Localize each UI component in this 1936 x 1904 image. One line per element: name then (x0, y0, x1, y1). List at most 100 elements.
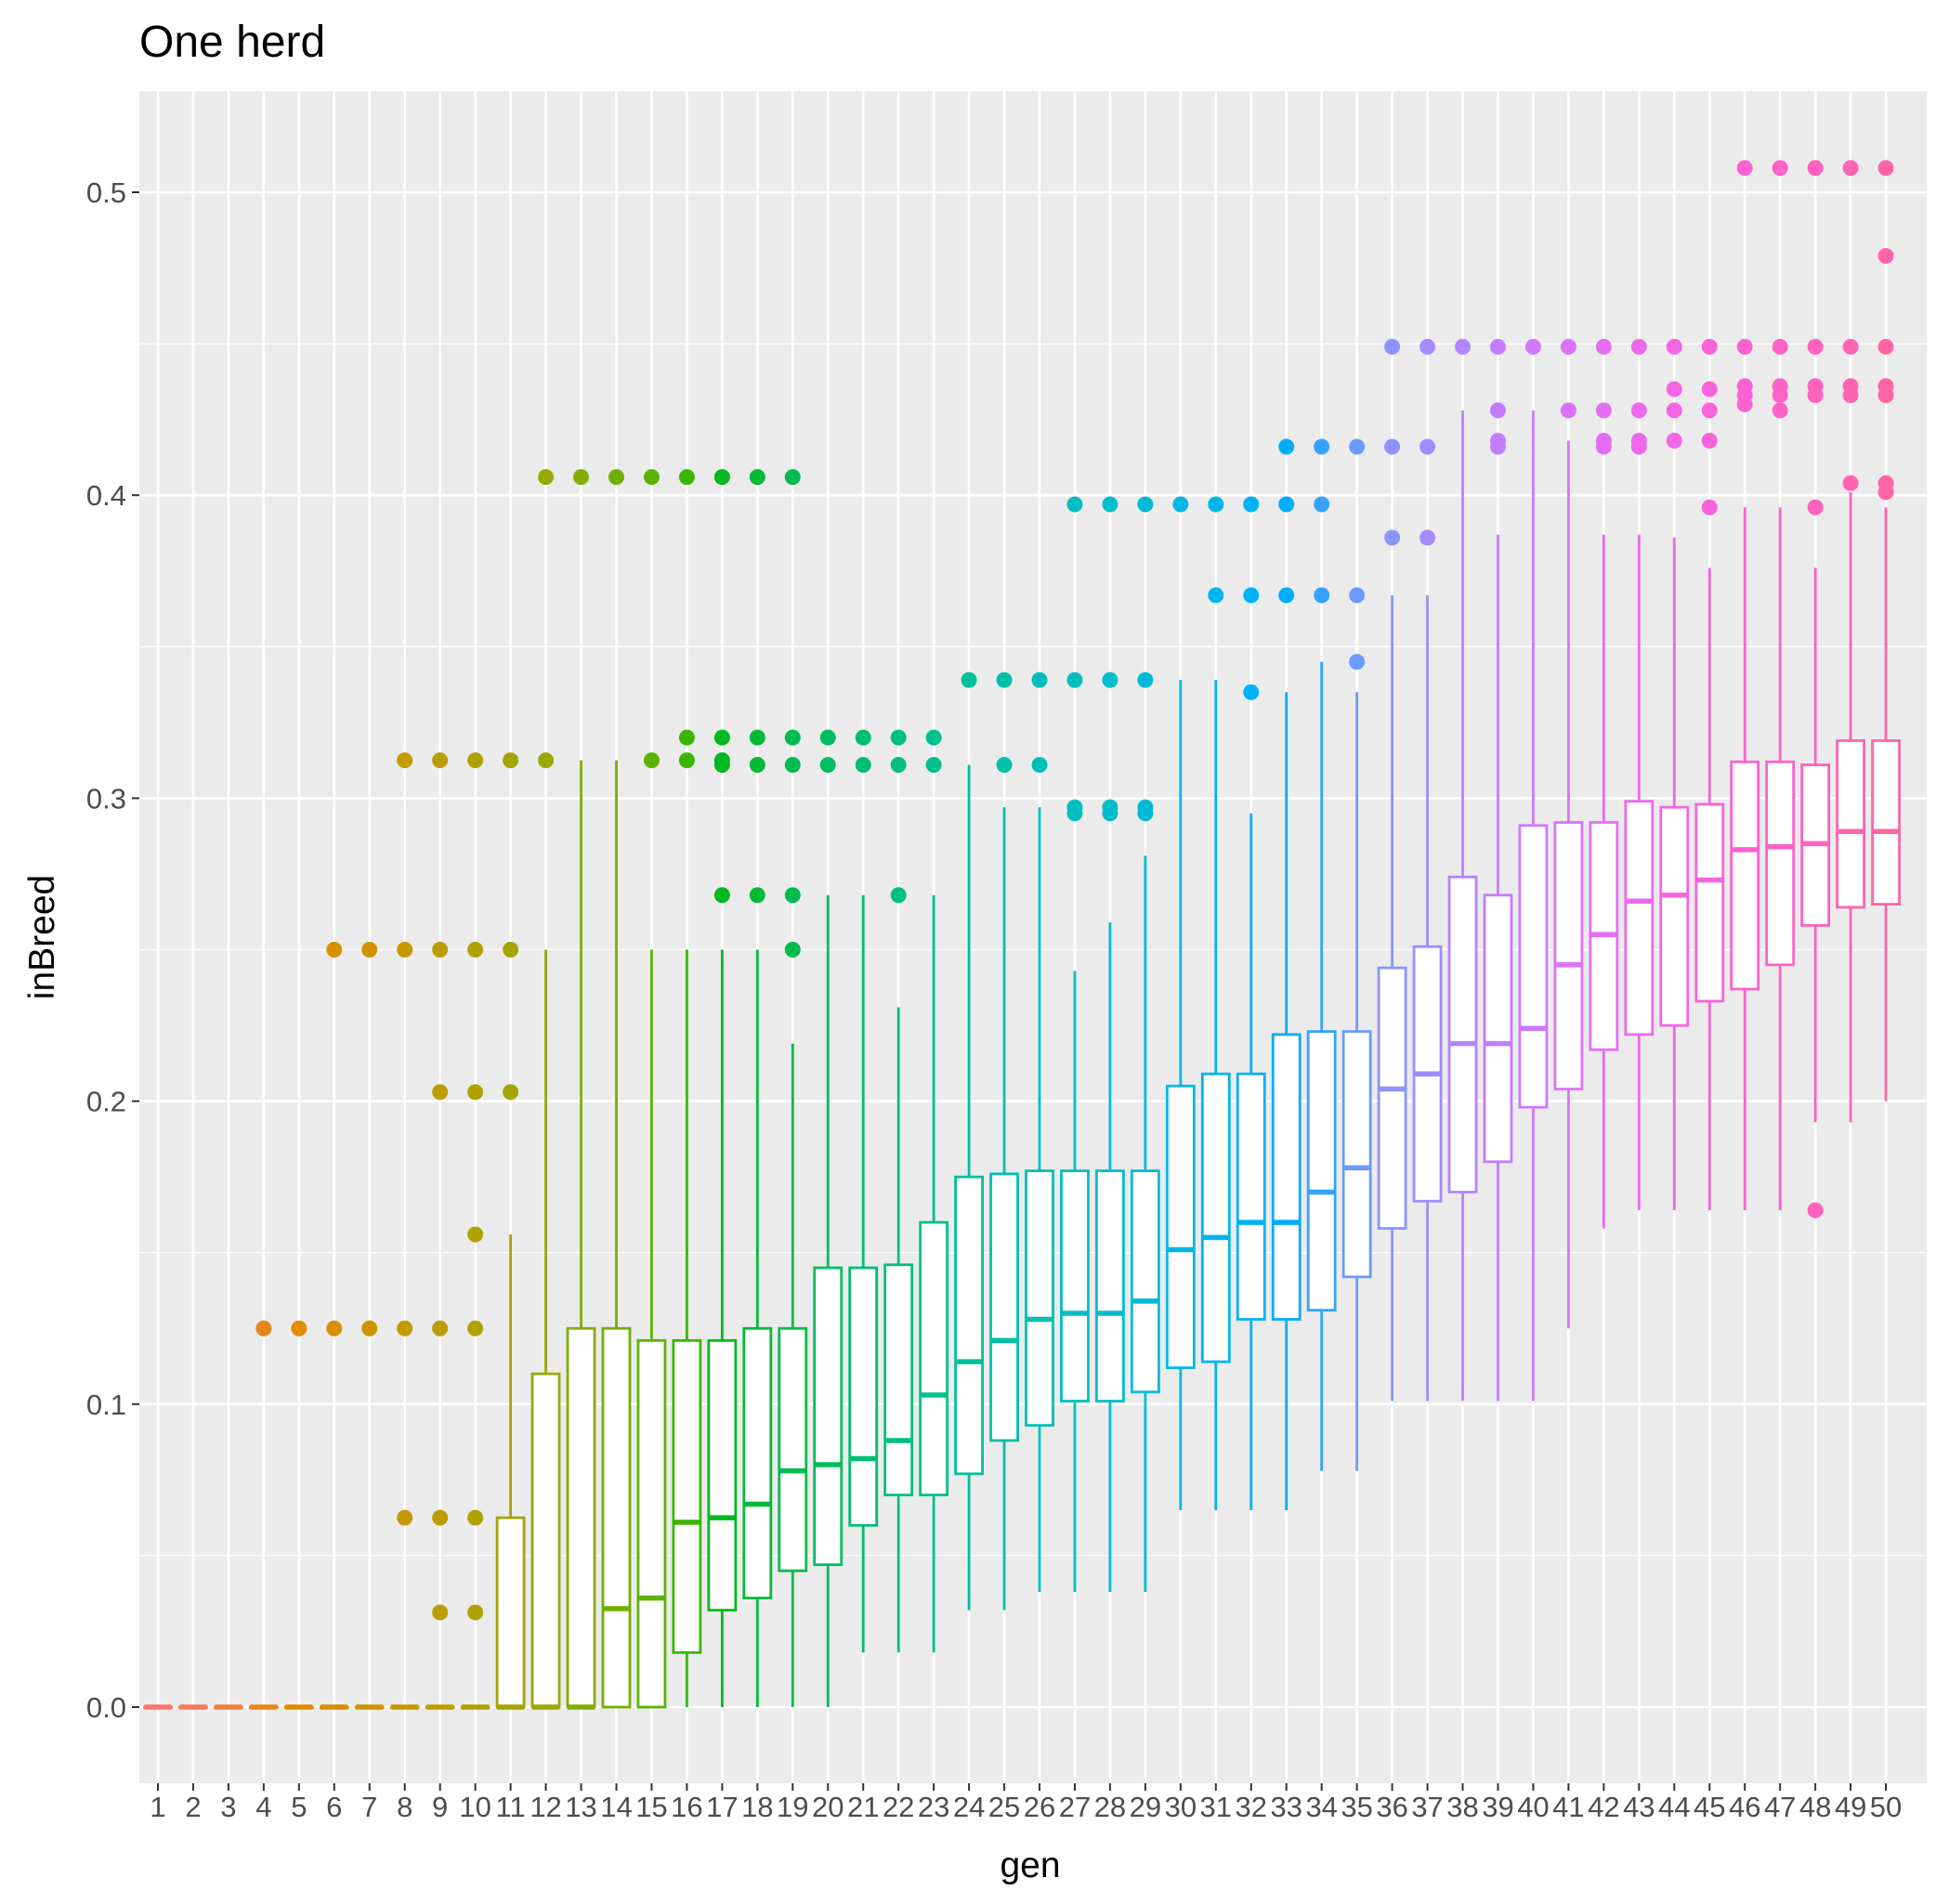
outlier-point (1137, 496, 1154, 513)
box-gen-35 (1341, 438, 1372, 1471)
x-tick-label: 29 (1130, 1791, 1161, 1823)
outlier-point (1314, 496, 1330, 513)
outlier-point (1877, 378, 1894, 395)
outlier-point (925, 729, 942, 746)
outlier-point (643, 469, 660, 486)
outlier-point (1137, 799, 1154, 815)
box-gen-27 (1060, 496, 1090, 1593)
outlier-point (1842, 475, 1859, 491)
x-tick-label: 15 (635, 1791, 667, 1823)
x-tick-label: 5 (291, 1791, 307, 1823)
outlier-point (1630, 338, 1647, 355)
box-gen-48 (1800, 160, 1831, 1219)
x-tick-label: 49 (1835, 1791, 1866, 1823)
box-gen-1 (143, 1704, 173, 1710)
box-gen-50 (1871, 160, 1901, 1102)
box-gen-31 (1200, 496, 1231, 1510)
outlier-point (1877, 338, 1894, 355)
outlier-point (819, 757, 836, 774)
outlier-point (1666, 381, 1682, 398)
box-iqr (1377, 966, 1407, 1231)
x-tick-label: 8 (397, 1791, 412, 1823)
outlier-point (255, 1320, 272, 1337)
outlier-point (819, 729, 836, 746)
outlier-point (1630, 432, 1647, 449)
outlier-point (1630, 402, 1647, 419)
outlier-point (467, 1226, 484, 1243)
outlier-point (784, 729, 801, 746)
box-iqr (672, 1338, 702, 1654)
box-iqr (1095, 1169, 1125, 1402)
box-iqr (813, 1266, 844, 1567)
outlier-point (467, 752, 484, 769)
outlier-point (1560, 338, 1576, 355)
outlier-point (1349, 654, 1366, 671)
chart-title: One herd (139, 18, 325, 67)
x-tick-label: 12 (530, 1791, 561, 1823)
box-gen-47 (1765, 160, 1796, 1211)
box-gen-14 (601, 469, 632, 1709)
box-gen-39 (1483, 338, 1513, 1402)
outlier-point (291, 1320, 307, 1337)
outlier-point (1314, 438, 1330, 455)
outlier-point (1842, 160, 1859, 176)
outlier-point (1772, 160, 1788, 176)
x-tick-label: 40 (1517, 1791, 1549, 1823)
outlier-point (1489, 338, 1506, 355)
outlier-point (1066, 496, 1083, 513)
box-iqr (778, 1326, 808, 1572)
outlier-point (397, 752, 413, 769)
box-iqr (495, 1516, 526, 1709)
outlier-point (749, 887, 765, 904)
box-gen-19 (778, 469, 808, 1707)
x-tick-label: 45 (1694, 1791, 1725, 1823)
box-iqr (1025, 1169, 1054, 1428)
outlier-point (1455, 338, 1472, 355)
box-iqr (566, 1326, 596, 1709)
outlier-point (855, 729, 871, 746)
outlier-point (784, 942, 801, 958)
box-iqr (1624, 800, 1655, 1037)
outlier-point (1384, 438, 1401, 455)
outlier-point (1278, 496, 1295, 513)
box-gen-40 (1518, 338, 1549, 1402)
x-tick-label: 34 (1305, 1791, 1337, 1823)
box-iqr (848, 1266, 879, 1527)
outlier-point (1243, 684, 1260, 700)
outlier-point (1701, 402, 1718, 419)
box-iqr (707, 1338, 738, 1612)
outlier-point (503, 1084, 519, 1101)
box-gen-25 (989, 672, 1019, 1611)
outlier-point (1243, 496, 1260, 513)
outlier-point (1842, 338, 1859, 355)
box-gen-43 (1624, 338, 1655, 1211)
outlier-point (1349, 587, 1366, 604)
outlier-point (1877, 248, 1894, 265)
outlier-point (326, 1320, 343, 1337)
outlier-point (1807, 1202, 1824, 1219)
outlier-point (1772, 402, 1788, 419)
outlier-point (397, 1509, 413, 1526)
outlier-point (678, 752, 695, 769)
outlier-point (1489, 432, 1506, 449)
box-gen-16 (672, 469, 702, 1707)
outlier-point (1102, 496, 1118, 513)
x-tick-label: 30 (1165, 1791, 1197, 1823)
outlier-point (432, 752, 449, 769)
outlier-point (1666, 338, 1682, 355)
outlier-point (361, 942, 378, 958)
outlier-point (538, 752, 555, 769)
x-tick-label: 28 (1094, 1791, 1126, 1823)
outlier-point (784, 887, 801, 904)
outlier-point (397, 1320, 413, 1337)
box-gen-13 (566, 469, 596, 1710)
outlier-point (503, 942, 519, 958)
outlier-point (432, 1509, 449, 1526)
box-gen-30 (1165, 496, 1196, 1510)
outlier-point (432, 1604, 449, 1621)
outlier-point (538, 469, 555, 486)
box-gen-7 (354, 942, 385, 1710)
x-axis: 1 2 3 4 5 6 7 8 9 10 11 12 13 14 15 16 17 18 19 20 21 22 23 24 2… (150, 1783, 1902, 1823)
outlier-point (1384, 338, 1401, 355)
box-gen-20 (813, 729, 844, 1707)
